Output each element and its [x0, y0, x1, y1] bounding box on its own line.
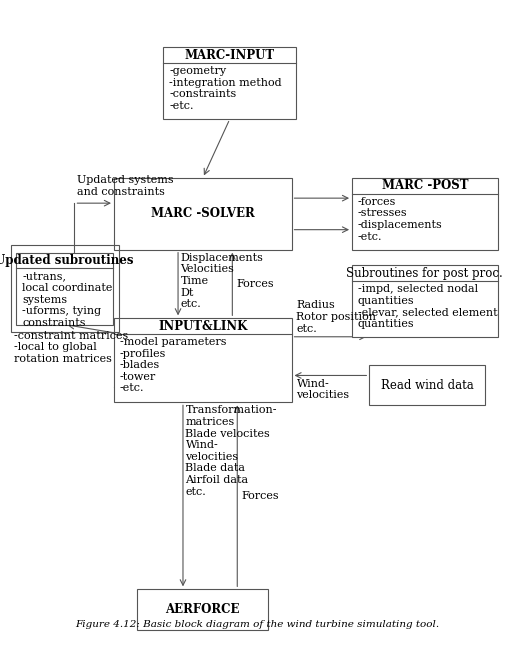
Text: MARC -SOLVER: MARC -SOLVER [151, 208, 254, 221]
Bar [10, 245, 119, 332]
Text: AERFORCE: AERFORCE [166, 603, 240, 616]
Text: -impd, selected nodal
quantities
-elevar, selected element
quantities: -impd, selected nodal quantities -elevar… [358, 284, 498, 329]
Bar [369, 365, 485, 406]
Text: Figure 4.12: Basic block diagram of the wind turbine simulating tool.: Figure 4.12: Basic block diagram of the … [75, 620, 439, 628]
Bar [137, 589, 268, 630]
Text: Forces: Forces [241, 491, 279, 501]
Text: Forces: Forces [236, 279, 274, 289]
Text: Wind-
velocities: Wind- velocities [297, 378, 350, 400]
Text: Updated subroutines: Updated subroutines [0, 254, 134, 267]
Text: Subroutines for post proc.: Subroutines for post proc. [346, 267, 503, 280]
Text: Displacements
Velocities
Time
Dt
etc.: Displacements Velocities Time Dt etc. [180, 253, 263, 310]
Bar [352, 178, 498, 250]
Text: -constraint matrices
-local to global
rotation matrices: -constraint matrices -local to global ro… [14, 331, 128, 364]
Text: Updated systems
and constraints: Updated systems and constraints [77, 175, 174, 197]
Text: -geometry
-integration method
-constraints
-etc.: -geometry -integration method -constrain… [169, 66, 282, 111]
Text: -utrans,
local coordinate
systems
-uforms, tying
constraints: -utrans, local coordinate systems -uform… [23, 271, 113, 328]
Text: MARC-INPUT: MARC-INPUT [185, 49, 275, 62]
Text: Radius
Rotor position
etc.: Radius Rotor position etc. [297, 300, 376, 334]
Text: Transformation-
matrices
Blade velocites
Wind-
velocities
Blade data
Airfoil dat: Transformation- matrices Blade velocites… [186, 406, 277, 496]
Text: MARC -POST: MARC -POST [381, 179, 468, 192]
Bar [16, 253, 113, 324]
Bar [114, 318, 291, 402]
Text: Read wind data: Read wind data [381, 379, 473, 392]
Text: INPUT&LINK: INPUT&LINK [158, 319, 247, 332]
Text: -model parameters
-profiles
-blades
-tower
-etc.: -model parameters -profiles -blades -tow… [120, 337, 226, 393]
Bar [352, 265, 498, 337]
Text: -forces
-stresses
-displacements
-etc.: -forces -stresses -displacements -etc. [358, 197, 443, 241]
Bar [114, 178, 291, 250]
Bar [163, 47, 297, 119]
